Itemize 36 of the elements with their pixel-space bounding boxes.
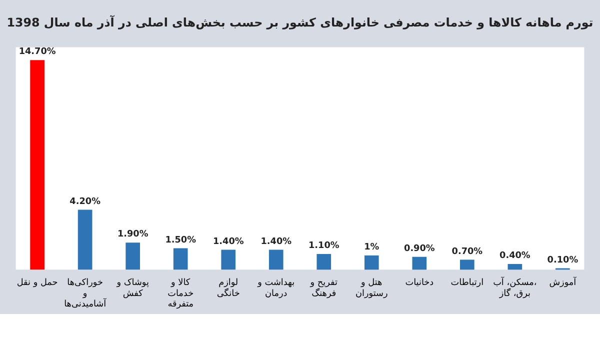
data-label: 0.70% (452, 246, 483, 257)
bar (460, 260, 474, 270)
x-tick-label: هتل و رستوران (356, 278, 388, 299)
x-tick-label: ارتباطات (450, 278, 484, 288)
bar (173, 248, 188, 270)
bar (221, 250, 236, 270)
data-label: 1.50% (165, 235, 196, 246)
data-label: 1.40% (212, 236, 244, 247)
data-label: 0.10% (547, 255, 578, 266)
bar (268, 250, 284, 270)
bar (316, 254, 332, 270)
x-tick-label: لوازم خانگی (216, 278, 240, 299)
x-tick-label: خوراکی‌ها و آشامیدنی‌ها (64, 278, 107, 310)
data-label: 1.40% (260, 236, 292, 247)
data-label: 1.90% (117, 230, 148, 240)
bar (126, 242, 140, 270)
chart-title: تورم ماهانه کالاها و خدمات مصرفی خانوارهای کشور بر حسب بخش‌های اصلی در آذر ماه سال 1398 (6, 14, 594, 30)
data-label: 14.70% (18, 47, 56, 58)
bar (78, 210, 92, 270)
bar (412, 256, 427, 270)
x-tick-label: پوشاک و کفش (116, 278, 150, 299)
x-tick-label: آموزش (549, 276, 577, 288)
x-tick-label: دخانیات (405, 278, 434, 288)
bar (30, 60, 44, 270)
bar (508, 264, 522, 270)
x-tick-label: تفریح و فرهنگ (309, 278, 338, 299)
x-tick-label: کالا و خدمات متفرقه (168, 278, 194, 310)
bar (364, 255, 379, 270)
data-label: 4.20% (70, 196, 101, 207)
x-tick-label: بهداشت و درمان (256, 278, 295, 299)
data-label: 1.10% (308, 241, 340, 252)
data-label: 0.90% (404, 244, 435, 254)
x-tick-label: حمل و نقل (16, 278, 58, 288)
x-tick-label: مسکن، آب، برق، گاز (493, 276, 537, 299)
data-label: 0.40% (500, 251, 530, 262)
data-label: 1% (364, 242, 380, 252)
